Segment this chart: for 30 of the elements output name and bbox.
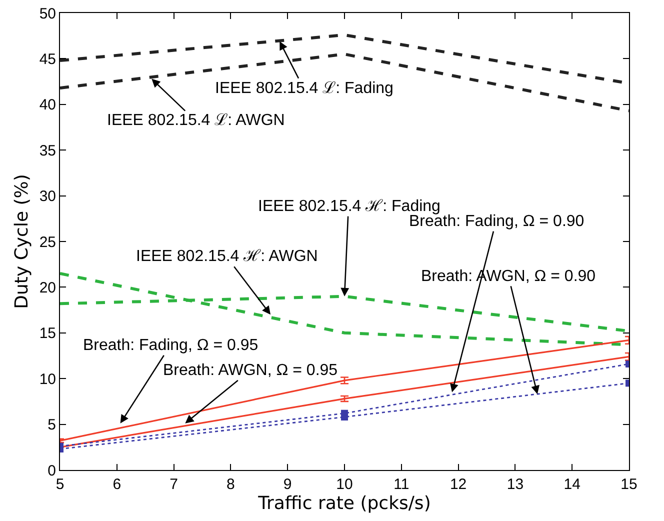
x-tick-label: 14 bbox=[564, 476, 580, 493]
annotation: IEEE 802.15.4 ℒ: Fading bbox=[215, 80, 394, 97]
x-axis-title: Traffic rate (pcks/s) bbox=[257, 493, 431, 514]
x-tick-label: 13 bbox=[506, 476, 524, 493]
annotation: IEEE 802.15.4 ℋ: Fading bbox=[258, 198, 440, 215]
x-tick-label: 11 bbox=[394, 476, 410, 493]
y-tick-label: 45 bbox=[39, 50, 56, 68]
y-tick-label: 25 bbox=[39, 234, 56, 251]
y-tick-label: 20 bbox=[39, 279, 56, 296]
x-tick-label: 9 bbox=[283, 476, 292, 493]
y-tick-label: 0 bbox=[48, 462, 56, 480]
y-tick-label: 50 bbox=[39, 5, 56, 22]
y-tick-label: 5 bbox=[48, 416, 56, 434]
x-tick-label: 6 bbox=[112, 476, 122, 493]
x-tick-label: 10 bbox=[336, 476, 353, 493]
y-tick-label: 30 bbox=[39, 188, 56, 206]
x-tick-label: 12 bbox=[450, 476, 467, 493]
x-tick-label: 15 bbox=[620, 476, 638, 493]
annotation: IEEE 802.15.4 ℋ: AWGN bbox=[136, 248, 318, 265]
y-tick-label: 40 bbox=[39, 96, 56, 114]
annotation: Breath: AWGN, Ω = 0.95 bbox=[163, 362, 338, 379]
annotation: Breath: Fading, Ω = 0.90 bbox=[409, 213, 584, 230]
x-tick-label: 7 bbox=[170, 476, 178, 493]
y-tick-label: 35 bbox=[39, 142, 56, 160]
y-axis-title: Duty Cycle (%) bbox=[12, 174, 33, 309]
y-tick-label: 10 bbox=[39, 370, 56, 388]
y-tick-label: 15 bbox=[39, 325, 56, 342]
annotation: Breath: Fading, Ω = 0.95 bbox=[83, 337, 258, 354]
annotation: IEEE 802.15.4 ℒ: AWGN bbox=[107, 112, 285, 129]
x-tick-label: 8 bbox=[226, 476, 235, 493]
